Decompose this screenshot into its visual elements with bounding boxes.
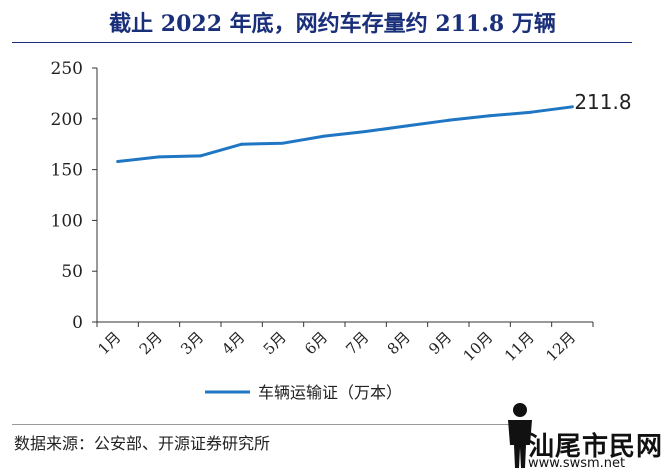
x-tick-label: 8月 xyxy=(384,328,414,358)
x-tick-label: 3月 xyxy=(177,328,207,358)
data-point xyxy=(570,105,574,109)
x-tick-label: 5月 xyxy=(260,328,290,358)
x-tick-label: 10月 xyxy=(460,328,497,365)
series-line xyxy=(117,105,573,163)
y-axis-ticks: 0 50 100 150 200 250 xyxy=(51,59,83,333)
y-tick-label: 100 xyxy=(51,211,83,231)
source-note: 数据来源：公安部、开源证券研究所 xyxy=(14,434,271,453)
chart-title: 截止 2022 年底，网约车存量约 211.8 万辆 xyxy=(109,11,556,37)
data-point xyxy=(529,110,533,114)
data-point xyxy=(488,114,492,118)
data-point xyxy=(405,124,409,128)
data-point xyxy=(116,159,120,163)
x-tick-label: 9月 xyxy=(425,328,455,358)
y-tick-label: 0 xyxy=(72,313,83,333)
y-tick-label: 50 xyxy=(61,262,83,282)
annotations: 211.8 xyxy=(574,90,631,114)
x-tick-label: 12月 xyxy=(542,328,579,365)
x-tick-label: 11月 xyxy=(501,328,538,365)
y-tick-label: 200 xyxy=(51,110,83,130)
data-point xyxy=(240,142,244,146)
data-point xyxy=(157,155,161,159)
source-divider xyxy=(12,424,512,425)
axes xyxy=(92,67,594,327)
watermark-text: 汕尾市民网 xyxy=(528,432,664,462)
data-point xyxy=(281,141,285,145)
series-group xyxy=(116,105,574,163)
data-point xyxy=(364,130,368,133)
x-tick-label: 1月 xyxy=(94,328,124,358)
x-tick-label: 6月 xyxy=(301,328,331,358)
data-point xyxy=(198,154,202,158)
legend: 车辆运输证（万本） xyxy=(205,383,402,402)
watermark-url: www.swsm.net xyxy=(528,456,626,471)
data-point xyxy=(446,118,450,122)
x-axis-ticks: 1月 2月 3月 4月 5月 6月 7月 8月 9月 10月 11月 12月 xyxy=(94,328,579,365)
x-tick-label: 4月 xyxy=(218,328,248,358)
data-point xyxy=(322,134,326,138)
line-chart: 0 50 100 150 200 250 1月 2月 3月 4月 5月 6月 7月 8月 9月 10月 11月… xyxy=(51,59,632,402)
y-tick-label: 150 xyxy=(51,161,83,181)
data-label: 211.8 xyxy=(574,90,631,114)
x-tick-label: 7月 xyxy=(342,328,372,358)
legend-label: 车辆运输证（万本） xyxy=(258,383,402,402)
watermark-figure-icon xyxy=(508,403,532,468)
y-tick-label: 250 xyxy=(51,59,83,79)
title-divider xyxy=(12,42,632,43)
x-tick-label: 2月 xyxy=(136,328,166,358)
